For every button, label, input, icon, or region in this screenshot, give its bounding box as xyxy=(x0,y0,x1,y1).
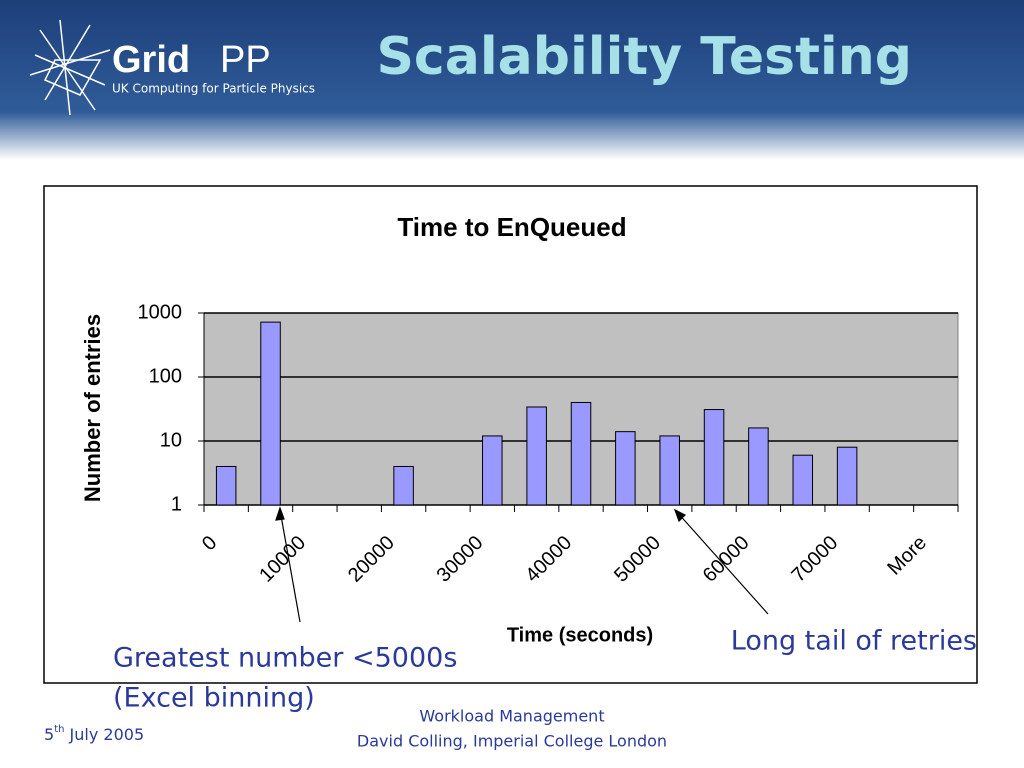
slide-title: Scalability Testing xyxy=(376,27,912,87)
annotation: Long tail of retries xyxy=(731,626,977,657)
bar xyxy=(615,431,636,506)
logo-bold: Grid xyxy=(112,39,190,81)
date-day: 5 xyxy=(44,725,54,744)
y-tick-label: 1 xyxy=(171,493,182,515)
footer: David Colling, Imperial College London xyxy=(357,732,667,751)
logo-icon xyxy=(29,19,111,116)
bar xyxy=(393,465,414,506)
y-axis-label: Number of entries xyxy=(80,314,105,502)
bar xyxy=(748,427,769,506)
bar xyxy=(570,401,592,506)
bar xyxy=(482,435,503,506)
bar xyxy=(836,446,858,506)
bar xyxy=(526,406,547,506)
date: 5th July 2005 xyxy=(44,724,144,744)
footer: Workload Management xyxy=(419,707,604,726)
y-tick-label: 10 xyxy=(160,429,182,451)
bar xyxy=(659,435,680,506)
logo-light: PP xyxy=(220,39,271,81)
y-tick-label: 1000 xyxy=(138,301,183,323)
logo-subtitle: UK Computing for Particle Physics xyxy=(112,82,315,96)
annotation: Greatest number <5000s xyxy=(113,643,457,674)
annotation: (Excel binning) xyxy=(113,683,315,714)
chart-title: Time to EnQueued xyxy=(397,212,626,242)
header-band xyxy=(0,0,1024,160)
bar xyxy=(260,321,281,506)
bar xyxy=(703,409,725,506)
arrows xyxy=(275,506,769,623)
bar xyxy=(792,454,814,506)
bar xyxy=(215,465,237,506)
y-tick-label: 100 xyxy=(149,365,182,387)
date-rest: July 2005 xyxy=(64,725,144,744)
date-suffix: th xyxy=(54,724,64,735)
x-axis-label: Time (seconds) xyxy=(507,624,653,646)
